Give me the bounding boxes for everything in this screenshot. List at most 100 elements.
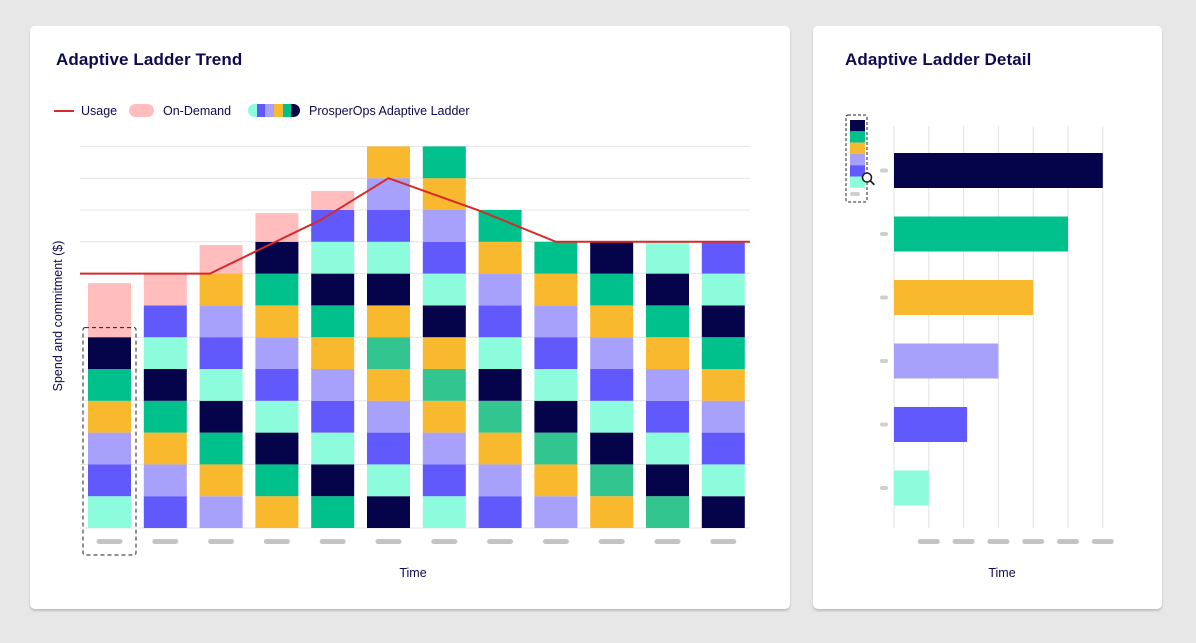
x-tick-label bbox=[1091, 539, 1114, 544]
ladder-block bbox=[534, 305, 578, 338]
ladder-block bbox=[422, 496, 466, 528]
detail-bar bbox=[894, 216, 1068, 252]
ladder-block bbox=[422, 305, 466, 338]
x-tick-label bbox=[542, 539, 569, 544]
ladder-block bbox=[88, 432, 131, 465]
ladder-block bbox=[534, 400, 578, 433]
ondemand-block bbox=[88, 283, 131, 338]
ladder-block bbox=[701, 305, 745, 338]
ladder-block bbox=[646, 273, 689, 306]
ladder-block bbox=[478, 400, 522, 433]
ondemand-block bbox=[311, 190, 355, 210]
detail-bar bbox=[894, 280, 1034, 315]
ladder-block bbox=[311, 241, 355, 274]
ladder-block bbox=[88, 496, 131, 528]
detail-bar bbox=[894, 153, 1103, 188]
ladder-block bbox=[646, 400, 689, 433]
ladder-block bbox=[367, 305, 410, 338]
ladder-block bbox=[255, 337, 299, 369]
legend-usage-label: Usage bbox=[81, 104, 118, 118]
x-tick-label bbox=[952, 539, 975, 544]
ladder-block bbox=[255, 432, 299, 465]
ladder-block bbox=[422, 210, 466, 242]
x-tick-label bbox=[1057, 539, 1079, 544]
ladder-block bbox=[143, 400, 187, 433]
red-line-icon bbox=[54, 110, 74, 112]
ladder-block bbox=[646, 337, 689, 369]
x-axis-label: Time bbox=[399, 566, 426, 580]
x-tick-label bbox=[431, 539, 458, 544]
ladder-block bbox=[88, 400, 131, 433]
ladder-block bbox=[422, 432, 466, 465]
ladder-block bbox=[143, 432, 187, 465]
trend-card: Adaptive Ladder Trend Usage On-Demand Pr… bbox=[30, 26, 790, 609]
ladder-block bbox=[143, 337, 187, 369]
x-tick-label bbox=[654, 539, 681, 544]
x-tick-label bbox=[487, 539, 514, 544]
magnifier-icon[interactable] bbox=[861, 172, 875, 186]
ladder-block bbox=[367, 496, 410, 528]
ladder-swatch bbox=[850, 165, 865, 177]
ladder-block bbox=[534, 464, 578, 497]
ladder-swatch bbox=[850, 142, 865, 154]
ladder-block bbox=[367, 432, 410, 465]
ladder-block bbox=[478, 305, 522, 338]
ladder-block bbox=[590, 241, 634, 274]
x-tick-label bbox=[96, 539, 123, 544]
y-tick-label bbox=[880, 168, 888, 173]
ladder-block bbox=[478, 369, 522, 401]
ladder-block bbox=[534, 496, 578, 528]
x-tick-label bbox=[263, 539, 290, 544]
ladder-block bbox=[311, 210, 355, 242]
trend-title: Adaptive Ladder Trend bbox=[56, 50, 243, 69]
ladder-block bbox=[590, 337, 634, 369]
ladder-block bbox=[422, 146, 466, 179]
ladder-block bbox=[367, 146, 410, 179]
ladder-block bbox=[701, 432, 745, 465]
y-tick-label bbox=[880, 232, 888, 236]
ladder-block bbox=[199, 273, 243, 306]
ladder-block bbox=[367, 400, 410, 433]
ondemand-block bbox=[143, 273, 187, 306]
ladder-block bbox=[478, 432, 522, 465]
ladder-block bbox=[367, 464, 410, 497]
detail-card: Adaptive Ladder Detail Time bbox=[813, 26, 1162, 609]
ladder-block bbox=[422, 464, 466, 497]
ondemand-block bbox=[199, 244, 243, 274]
ladder-block bbox=[143, 305, 187, 338]
x-tick-label bbox=[319, 539, 346, 544]
ladder-block bbox=[646, 464, 689, 497]
ladder-block bbox=[422, 178, 466, 210]
magnifier-handle bbox=[869, 179, 875, 186]
y-tick-label bbox=[880, 295, 888, 300]
y-axis-label: Spend and commitment ($) bbox=[51, 241, 65, 392]
ladder-block bbox=[534, 432, 578, 465]
ladder-block bbox=[199, 305, 243, 338]
ladder-swatch bbox=[850, 120, 865, 132]
x-tick-label bbox=[152, 539, 179, 544]
ladder-block bbox=[422, 400, 466, 433]
detail-title: Adaptive Ladder Detail bbox=[845, 50, 1032, 69]
x-tick-label bbox=[710, 539, 737, 544]
swatch-tick bbox=[850, 192, 860, 196]
ladder-block bbox=[534, 241, 578, 274]
ladder-block bbox=[590, 464, 634, 497]
ladder-block bbox=[199, 496, 243, 528]
ladder-block bbox=[199, 464, 243, 497]
x-tick-label bbox=[987, 539, 1010, 544]
ladder-block bbox=[199, 432, 243, 465]
magnifier-lens bbox=[861, 172, 873, 183]
ladder-block bbox=[255, 400, 299, 433]
ladder-swatch bbox=[850, 153, 865, 166]
detail-bar bbox=[894, 407, 968, 442]
ladder-block bbox=[534, 369, 578, 401]
ladder-block bbox=[422, 273, 466, 306]
ladder-stripes-icon bbox=[248, 104, 300, 117]
y-tick-label bbox=[880, 486, 888, 490]
ladder-block bbox=[311, 432, 355, 465]
ladder-block bbox=[478, 464, 522, 497]
ladder-block bbox=[646, 496, 689, 528]
highlight-box bbox=[82, 327, 137, 556]
x-tick-label bbox=[375, 539, 402, 544]
ladder-block bbox=[311, 369, 355, 401]
